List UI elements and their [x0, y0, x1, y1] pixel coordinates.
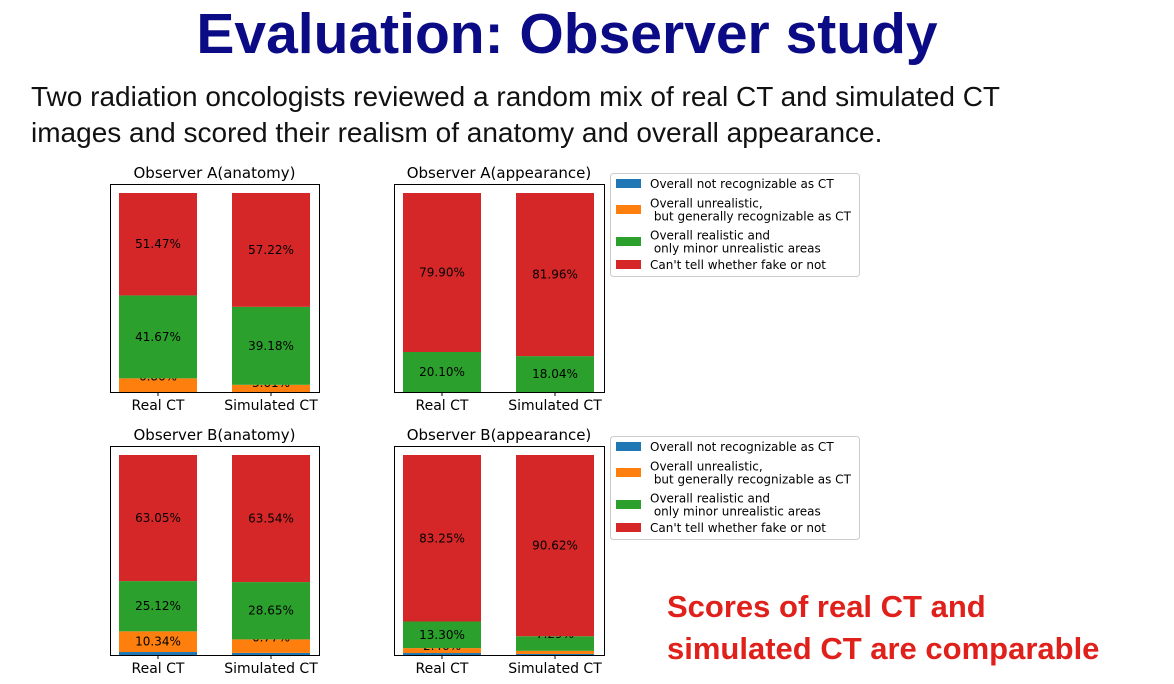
description-line-1: Two radiation oncologists reviewed a ran… — [31, 81, 1001, 112]
observer-a-appearance-legend-label-1-line-0: Overall unrealistic, — [650, 197, 763, 211]
observer-a-appearance-tick-label-real-ct: Real CT — [416, 398, 469, 414]
observer-a-anatomy-axes-frame — [110, 184, 320, 393]
observer-a-appearance-label-simulated-ct-series-2: 18.04% — [532, 367, 578, 381]
description-line-2: images and scored their realism of anato… — [31, 117, 883, 148]
observer-b-anatomy-label-real-ct-series-2: 25.12% — [135, 599, 181, 613]
observer-a-appearance-label-real-ct-series-3: 79.90% — [419, 266, 465, 280]
observer-b-appearance-legend-label-0-line-0: Overall not recognizable as CT — [650, 440, 834, 454]
observer-a-appearance-legend-box — [610, 173, 860, 277]
observer-a-appearance-title: Observer A(appearance) — [407, 164, 592, 182]
observer-b-appearance-bar-simulated-ct-series-1 — [516, 650, 594, 654]
observer-b-anatomy-bar-real-ct-series-3 — [119, 455, 197, 582]
observer-b-anatomy-label-simulated-ct-series-2: 28.65% — [248, 604, 294, 618]
observer-b-appearance-label-real-ct-series-2: 13.30% — [419, 628, 465, 642]
observer-a-appearance-tick-label-simulated-ct: Simulated CT — [508, 398, 602, 414]
observer-b-anatomy-label-real-ct-series-1: 10.34% — [135, 635, 181, 649]
observer-a-anatomy-bar-real-ct-series-3 — [119, 193, 197, 296]
observer-b-anatomy-bar-simulated-ct-series-2 — [232, 582, 310, 640]
observer-b-anatomy-label-real-ct-series-3: 63.05% — [135, 511, 181, 525]
observer-b-appearance-legend-label-2-line-0: Overall realistic and — [650, 492, 770, 506]
observer-b-anatomy-chart: Observer B(anatomy) 10.34% 25.12% 63.05% Rea… — [110, 426, 320, 677]
observer-a-appearance-legend-swatch-1 — [616, 205, 641, 214]
observer-a-appearance-legend-label-3-line-0: Can't tell whether fake or not — [650, 258, 826, 272]
observer-b-appearance-label-real-ct-series-3: 83.25% — [419, 531, 465, 545]
observer-b-appearance-legend-label-1-line-0: Overall unrealistic, — [650, 460, 763, 474]
observer-a-anatomy-label-real-ct-series-3: 51.47% — [135, 237, 181, 251]
observer-a-anatomy-bar-simulated-ct-series-1 — [232, 384, 310, 392]
observer-a-anatomy-label-real-ct-series-2: 41.67% — [135, 330, 181, 344]
observer-a-anatomy-bar-simulated-ct-series-3 — [232, 192, 310, 307]
observer-b-appearance-bar-real-ct-series-3 — [403, 455, 481, 622]
observer-b-anatomy-bar-real-ct-series-1 — [119, 631, 197, 653]
conclusion-line-2: simulated CT are comparable — [667, 631, 1100, 666]
observer-b-appearance-legend-swatch-3 — [616, 523, 641, 532]
observer-a-anatomy-label-simulated-ct-series-3: 57.22% — [248, 243, 294, 257]
observer-b-appearance-bar-simulated-ct-series-3 — [516, 455, 594, 637]
observer-b-appearance-bar-real-ct-series-1 — [403, 648, 481, 654]
observer-b-appearance-bar-real-ct-series-0 — [403, 653, 481, 655]
observer-a-appearance-label-real-ct-series-2: 20.10% — [419, 365, 465, 379]
observer-b-anatomy-tick-label-simulated-ct: Simulated CT — [224, 661, 318, 677]
observer-b-anatomy-label-simulated-ct-series-3: 63.54% — [248, 512, 294, 526]
observer-a-anatomy-tick-label-real-ct: Real CT — [132, 398, 185, 414]
observer-b-anatomy-bar-simulated-ct-series-1 — [232, 639, 310, 653]
observer-b-anatomy-title: Observer B(anatomy) — [133, 426, 295, 444]
observer-a-appearance-legend-swatch-3 — [616, 260, 641, 269]
observer-b-appearance-bar-simulated-ct-series-2 — [516, 636, 594, 651]
observer-a-appearance-bar-real-ct-series-3 — [403, 193, 481, 353]
observer-b-anatomy-bar-simulated-ct-series-0 — [232, 652, 310, 655]
observer-a-appearance-chart: Observer A(appearance) 20.10% 79.90% Real C… — [394, 164, 860, 414]
observer-b-appearance-label-simulated-ct-series-3: 90.62% — [532, 539, 578, 553]
observer-b-appearance-axes-frame — [394, 446, 605, 656]
observer-a-appearance-legend-label-2-line-0: Overall realistic and — [650, 229, 770, 243]
observer-b-appearance-title: Observer B(appearance) — [407, 426, 592, 444]
observer-a-appearance-axes-frame — [394, 184, 605, 393]
conclusion-text: Scores of real CT and simulated CT are c… — [667, 586, 1099, 670]
observer-b-appearance-tick-label-simulated-ct: Simulated CT — [508, 661, 602, 677]
observer-b-appearance-legend-swatch-2 — [616, 500, 641, 509]
observer-a-appearance-legend-swatch-0 — [616, 179, 641, 188]
observer-a-anatomy-tick-label-simulated-ct: Simulated CT — [224, 398, 318, 414]
observer-b-appearance-legend: Overall not recognizable as CT Overall un… — [610, 436, 860, 540]
observer-b-anatomy-tick-label-real-ct: Real CT — [132, 661, 185, 677]
observer-b-appearance-tick-label-real-ct: Real CT — [416, 661, 469, 677]
observer-b-appearance-legend-label-2-line-1: only minor unrealistic areas — [650, 505, 821, 519]
observer-a-appearance-bar-simulated-ct-series-2 — [516, 356, 594, 392]
observer-a-appearance-legend-swatch-2 — [616, 237, 641, 246]
observer-b-appearance-chart: Observer B(appearance)2.46%13.30%83.25%R… — [394, 426, 860, 677]
observer-b-appearance-bar-real-ct-series-2 — [403, 621, 481, 649]
observer-b-anatomy-axes-frame — [110, 446, 320, 656]
observer-b-appearance-bar-simulated-ct-series-0 — [516, 653, 594, 655]
observer-a-appearance-legend-label-2-line-1: only minor unrealistic areas — [650, 242, 821, 256]
observer-b-anatomy-bar-simulated-ct-series-3 — [232, 455, 310, 583]
observer-a-appearance-label-simulated-ct-series-3: 81.96% — [532, 268, 578, 282]
observer-a-appearance-legend-label-1-line-1: but generally recognizable as CT — [650, 210, 852, 224]
observer-a-appearance-bar-real-ct-series-2 — [403, 352, 481, 392]
slide-description: Two radiation oncologists reviewed a ran… — [31, 79, 1151, 151]
observer-a-appearance-legend-label-0-line-0: Overall not recognizable as CT — [650, 177, 834, 191]
observer-a-anatomy-label-simulated-ct-series-2: 39.18% — [248, 339, 294, 353]
observer-b-anatomy-bar-real-ct-series-2 — [119, 581, 197, 632]
observer-a-anatomy-title: Observer A(anatomy) — [134, 164, 296, 182]
observer-a-anatomy-bar-real-ct-series-2 — [119, 295, 197, 379]
observer-a-anatomy-bar-simulated-ct-series-2 — [232, 306, 310, 385]
observer-b-appearance-legend-box — [610, 436, 860, 540]
observer-a-anatomy-chart: Observer A(anatomy)6.86%41.67%51.47%Real… — [110, 164, 320, 414]
conclusion-line-1: Scores of real CT and — [667, 589, 986, 624]
observer-a-appearance-bar-simulated-ct-series-3 — [516, 193, 594, 357]
observer-b-appearance-legend-swatch-1 — [616, 468, 641, 477]
observer-b-appearance-legend-swatch-0 — [616, 442, 641, 451]
observer-b-appearance-legend-label-3-line-0: Can't tell whether fake or not — [650, 521, 826, 535]
observer-a-anatomy-bar-real-ct-series-1 — [119, 378, 197, 392]
observer-b-appearance-legend-label-1-line-1: but generally recognizable as CT — [650, 473, 852, 487]
observer-b-anatomy-bar-real-ct-series-0 — [119, 652, 197, 655]
observer-a-appearance-legend: Overall not recognizable as CT Overall un… — [610, 173, 860, 277]
slide-title: Evaluation: Observer study — [196, 2, 938, 66]
